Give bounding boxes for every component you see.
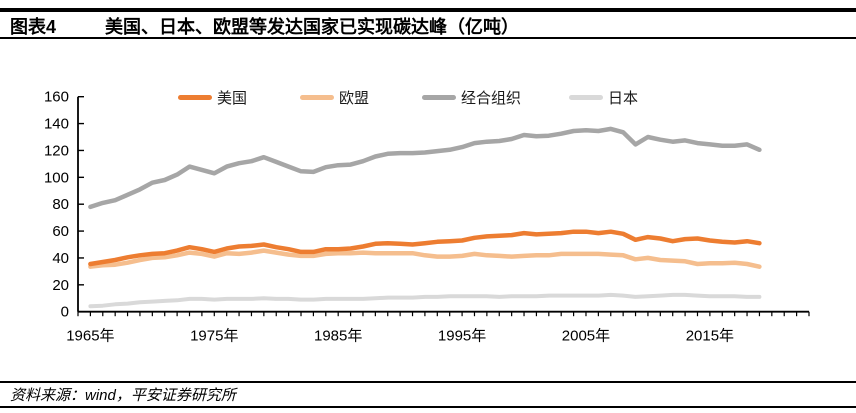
legend-swatch-japan-icon bbox=[569, 94, 603, 100]
y-axis-tick-label: 140 bbox=[44, 116, 69, 133]
legend-swatch-oecd-icon bbox=[422, 94, 456, 100]
series-line-us bbox=[88, 229, 762, 267]
y-axis-tick-label: 80 bbox=[52, 196, 69, 213]
y-axis-tick-label: 160 bbox=[44, 89, 69, 106]
x-axis-tick-label: 1965年 bbox=[66, 328, 114, 345]
y-axis-tick-label: 120 bbox=[44, 142, 69, 159]
legend-label-japan: 日本 bbox=[608, 89, 639, 107]
series-line-japan bbox=[88, 292, 762, 309]
figure-label: 图表4 bbox=[10, 17, 57, 37]
x-axis-tick-label: 1985年 bbox=[314, 328, 362, 345]
x-axis-tick-label: 2005年 bbox=[562, 328, 610, 345]
y-axis-tick-label: 20 bbox=[52, 277, 69, 294]
source-text: 资料来源：wind，平安证券研究所 bbox=[10, 387, 236, 404]
series-line-oecd bbox=[88, 126, 762, 210]
source-top-rule bbox=[0, 381, 856, 383]
y-axis-tick-label: 100 bbox=[44, 169, 69, 186]
legend-item-us: 美国 bbox=[178, 89, 248, 107]
series-line-eu bbox=[88, 248, 762, 269]
top-rule bbox=[0, 8, 856, 12]
title-underline-rule bbox=[0, 37, 856, 39]
legend-swatch-us-icon bbox=[178, 94, 212, 100]
y-axis-tick-label: 0 bbox=[61, 304, 69, 321]
legend-label-us: 美国 bbox=[217, 89, 248, 107]
legend-item-japan: 日本 bbox=[569, 89, 639, 107]
legend-label-eu: 欧盟 bbox=[339, 89, 370, 107]
legend-item-eu: 欧盟 bbox=[300, 89, 370, 107]
source-bottom-rule bbox=[0, 406, 856, 408]
legend-item-oecd: 经合组织 bbox=[422, 89, 522, 107]
x-axis-tick-label: 1975年 bbox=[190, 328, 238, 345]
legend-label-oecd: 经合组织 bbox=[461, 89, 522, 107]
legend-swatch-eu-icon bbox=[300, 94, 334, 100]
x-axis-tick-label: 1995年 bbox=[438, 328, 486, 345]
y-axis-tick-label: 60 bbox=[52, 223, 69, 240]
figure-title: 美国、日本、欧盟等发达国家已实现碳达峰（亿吨） bbox=[105, 17, 519, 37]
y-axis-tick-label: 40 bbox=[52, 250, 69, 267]
x-axis-tick-label: 2015年 bbox=[686, 328, 734, 345]
